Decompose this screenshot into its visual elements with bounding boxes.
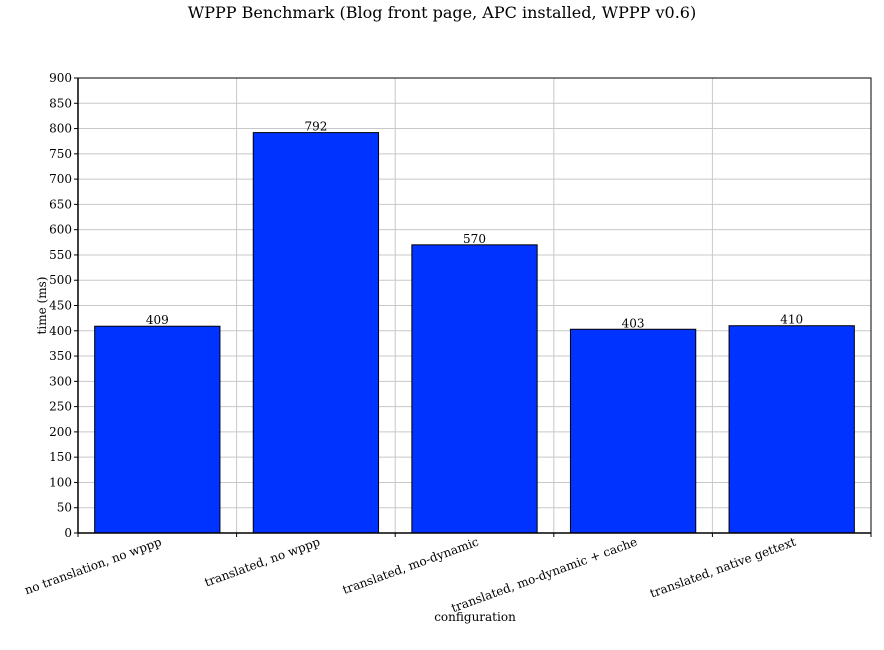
bar-value-label: 409 xyxy=(146,313,169,327)
y-tick-label: 900 xyxy=(49,71,72,85)
y-tick-label: 0 xyxy=(64,526,72,540)
y-tick-label: 300 xyxy=(49,374,72,388)
x-tick-label: translated, mo-dynamic xyxy=(341,535,481,597)
y-tick-label: 250 xyxy=(49,400,72,414)
bar xyxy=(94,325,221,534)
y-tick-label: 200 xyxy=(49,425,72,439)
y-tick-label: 600 xyxy=(49,223,72,237)
y-tick-label: 150 xyxy=(49,450,72,464)
x-axis-label: configuration xyxy=(434,610,516,624)
y-tick-label: 750 xyxy=(49,147,72,161)
y-tick-label: 700 xyxy=(49,172,72,186)
x-axis: no translation, no wppp translated, no wp… xyxy=(23,532,872,615)
x-tick-label: translated, no wppp xyxy=(203,535,323,590)
data-labels: 409 792 570 403 410 xyxy=(146,120,803,331)
y-axis: 0 50 100 150 200 250 300 350 400 450 500 550 600 650 7… xyxy=(49,71,79,540)
chart-title: WPPP Benchmark (Blog front page, APC ins… xyxy=(188,3,696,22)
y-axis-label: time (ms) xyxy=(35,277,49,335)
y-tick-label: 650 xyxy=(49,197,72,211)
bar xyxy=(252,132,380,534)
bar xyxy=(728,325,855,534)
y-tick-label: 550 xyxy=(49,248,72,262)
bar-value-label: 410 xyxy=(780,313,803,327)
y-tick-label: 800 xyxy=(49,122,72,136)
y-tick-label: 450 xyxy=(49,299,72,313)
bar-value-label: 403 xyxy=(622,316,645,330)
x-tick-label: no translation, no wppp xyxy=(23,535,164,598)
bar xyxy=(411,244,538,534)
x-tick-label: translated, native gettext xyxy=(648,535,798,601)
y-tick-label: 100 xyxy=(49,475,72,489)
y-tick-label: 350 xyxy=(49,349,72,363)
bar-value-label: 570 xyxy=(463,232,486,246)
bar-value-label: 792 xyxy=(304,120,327,134)
bars xyxy=(94,132,855,534)
y-tick-label: 400 xyxy=(49,324,72,338)
y-tick-label: 850 xyxy=(49,96,72,110)
y-tick-label: 500 xyxy=(49,273,72,287)
bar xyxy=(569,328,697,534)
y-tick-label: 50 xyxy=(57,501,72,515)
